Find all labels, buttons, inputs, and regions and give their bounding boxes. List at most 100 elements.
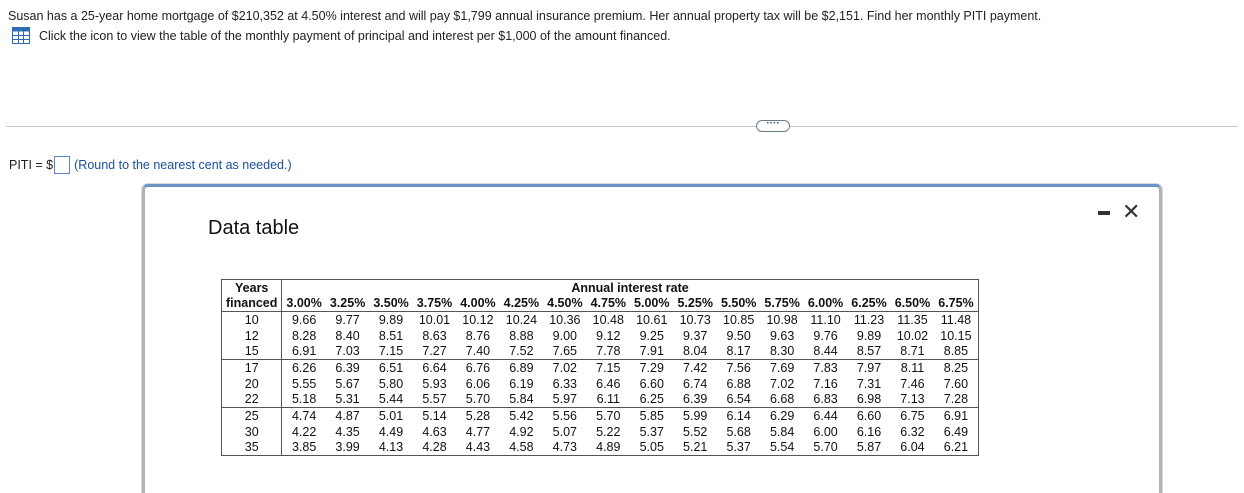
payment-cell: 8.51 xyxy=(378,328,404,343)
payment-cell: 5.37 xyxy=(726,440,751,455)
minimize-icon[interactable] xyxy=(1098,211,1110,215)
payment-cell: 4.89 xyxy=(596,440,621,455)
more-dots: ···· xyxy=(766,118,780,129)
payment-cell: 5.67 xyxy=(335,376,360,391)
payment-cell: 10.12 xyxy=(462,312,494,327)
table-row: 20 5.55 5.67 5.80 5.93 6.06 6.19 6.33 6.46 6.60 6.… xyxy=(221,375,979,392)
payment-cell: 7.69 xyxy=(769,360,795,375)
years-cell: 15 xyxy=(221,343,283,360)
hint-row[interactable]: Click the icon to view the table of the … xyxy=(12,27,671,44)
years-cell: 22 xyxy=(221,391,283,408)
payment-cell: 7.02 xyxy=(552,360,578,375)
rate-header-cell: 3.00% xyxy=(281,295,326,312)
payment-cell: 6.74 xyxy=(683,376,708,391)
years-cell: 35 xyxy=(221,439,283,456)
payment-cell: 10.02 xyxy=(896,328,929,343)
rate-header-cell: 4.50% xyxy=(543,295,587,312)
payment-cell: 8.28 xyxy=(291,328,317,343)
payment-cell: 5.37 xyxy=(639,424,664,439)
rate-header-cell: 6.50% xyxy=(890,295,935,312)
payment-cell: 5.99 xyxy=(683,408,708,423)
payment-cell: 6.11 xyxy=(586,391,631,408)
payment-cell: 6.60 xyxy=(639,376,664,391)
payment-cell: 6.46 xyxy=(596,376,621,391)
table-row: 25 4.74 4.87 5.01 5.14 5.28 5.42 5.56 5.70 5.85 5.… xyxy=(221,407,979,424)
close-icon[interactable]: ✕ xyxy=(1122,199,1141,224)
payment-cell: 4.58 xyxy=(509,440,534,455)
header-years: Years xyxy=(221,279,283,296)
payment-cell: 7.16 xyxy=(813,376,838,391)
payment-cell: 7.02 xyxy=(769,376,795,391)
payment-cell: 8.85 xyxy=(934,343,979,360)
payment-cell: 6.98 xyxy=(847,391,891,408)
payment-cell: 5.07 xyxy=(552,424,578,439)
header-financed: financed xyxy=(221,295,283,312)
payment-cell: 8.76 xyxy=(465,328,491,343)
payment-rate-table: Years Annual interest rate financed 3.00… xyxy=(221,279,979,456)
payment-cell: 5.18 xyxy=(281,391,326,408)
table-row: 17 6.26 6.39 6.51 6.64 6.76 6.89 7.02 7.15 7.29 7.… xyxy=(221,359,979,376)
table-grid-icon[interactable] xyxy=(12,27,30,44)
years-cell: 30 xyxy=(221,423,283,440)
payment-cell: 4.92 xyxy=(509,424,534,439)
payment-cell: 6.83 xyxy=(803,391,848,408)
payment-cell: 7.46 xyxy=(900,376,925,391)
payment-cell: 6.00 xyxy=(813,424,838,439)
payment-cell: 7.60 xyxy=(943,376,969,391)
payment-cell: 9.37 xyxy=(683,328,708,343)
payment-cell: 9.89 xyxy=(856,328,882,343)
payment-cell: 7.91 xyxy=(630,343,674,360)
payment-cell: 4.73 xyxy=(552,440,578,455)
payment-cell: 5.70 xyxy=(596,408,621,423)
payment-cell: 7.78 xyxy=(586,343,631,360)
payment-cell: 9.12 xyxy=(596,328,621,343)
answer-row: PITI = $ (Round to the nearest cent as n… xyxy=(9,156,292,174)
years-cell: 17 xyxy=(221,359,283,376)
dialog-title: Data table xyxy=(208,217,300,239)
payment-cell: 6.25 xyxy=(630,391,674,408)
table-row: 35 3.85 3.99 4.13 4.28 4.43 4.58 4.73 4.89 5.05 5.… xyxy=(221,439,979,456)
payment-cell: 6.60 xyxy=(856,408,882,423)
rate-header-cell: 5.50% xyxy=(716,295,761,312)
payment-cell: 6.51 xyxy=(378,360,404,375)
payment-cell: 5.84 xyxy=(499,391,544,408)
payment-cell: 10.73 xyxy=(679,312,711,327)
payment-cell: 5.70 xyxy=(813,440,838,455)
years-cell: 20 xyxy=(221,375,283,392)
rate-header-cell: 4.75% xyxy=(586,295,631,312)
rate-header-cell: 3.25% xyxy=(325,295,370,312)
payment-cell: 8.17 xyxy=(716,343,761,360)
rate-header-cell: 3.75% xyxy=(412,295,457,312)
rate-header-cell: 6.00% xyxy=(803,295,848,312)
expand-more-button[interactable]: ···· xyxy=(756,118,790,132)
payment-cell: 4.63 xyxy=(422,424,447,439)
payment-cell: 10.15 xyxy=(940,328,972,343)
rate-header-cell: 6.25% xyxy=(847,295,891,312)
payment-cell: 10.61 xyxy=(636,312,668,327)
rounding-note: (Round to the nearest cent as needed.) xyxy=(74,158,292,172)
rate-header-cell: 6.75% xyxy=(934,295,979,312)
payment-cell: 5.31 xyxy=(325,391,370,408)
payment-cell: 5.87 xyxy=(856,440,882,455)
payment-cell: 4.74 xyxy=(291,408,317,423)
payment-cell: 10.36 xyxy=(549,312,581,327)
payment-cell: 7.31 xyxy=(856,376,882,391)
payment-cell: 5.42 xyxy=(509,408,534,423)
payment-cell: 9.00 xyxy=(552,328,578,343)
payment-cell: 9.76 xyxy=(813,328,838,343)
payment-cell: 10.24 xyxy=(505,312,538,327)
payment-cell: 6.88 xyxy=(726,376,751,391)
piti-label: PITI = $ xyxy=(9,158,54,172)
payment-cell: 6.91 xyxy=(943,408,969,423)
rate-header-cell: 4.25% xyxy=(499,295,544,312)
payment-cell: 5.44 xyxy=(369,391,413,408)
payment-cell: 4.28 xyxy=(422,440,447,455)
payment-cell: 8.40 xyxy=(335,328,360,343)
payment-cell: 6.06 xyxy=(465,376,491,391)
payment-cell: 6.26 xyxy=(291,360,317,375)
payment-cell: 5.22 xyxy=(596,424,621,439)
piti-answer-input[interactable] xyxy=(54,156,71,174)
payment-cell: 5.97 xyxy=(543,391,587,408)
payment-cell: 4.22 xyxy=(291,424,317,439)
payment-cell: 6.91 xyxy=(281,343,326,360)
